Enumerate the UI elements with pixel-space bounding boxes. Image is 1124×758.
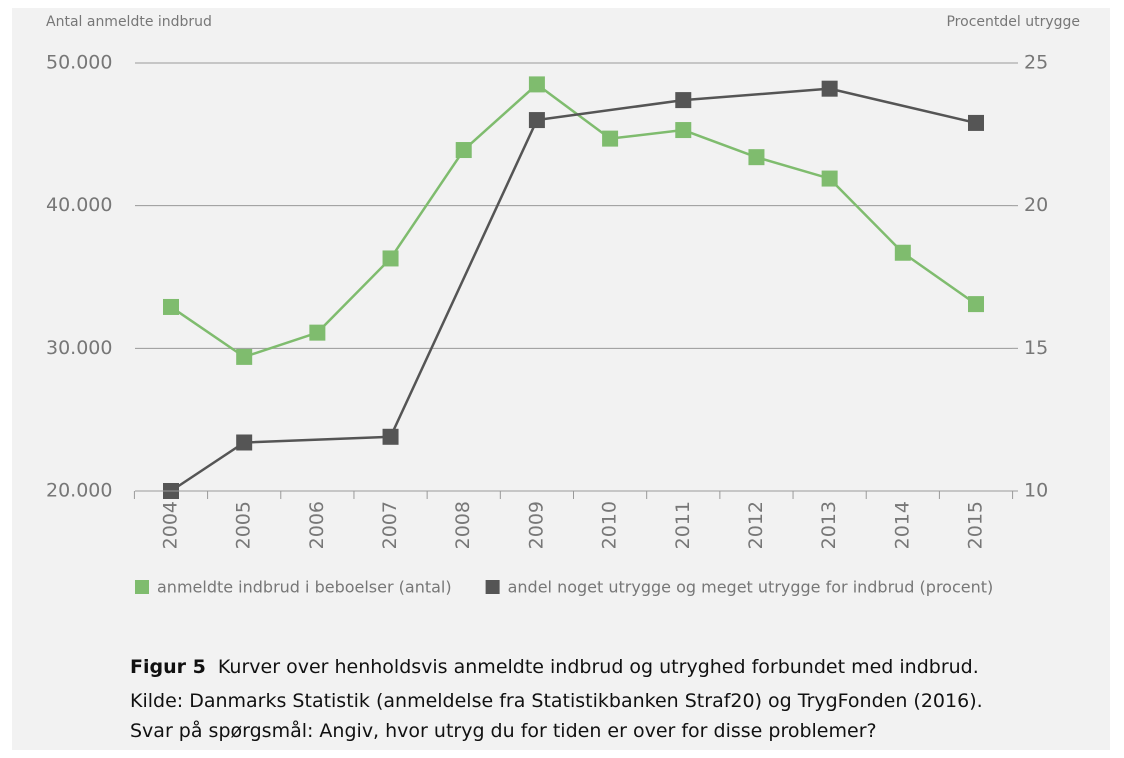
caption-question: Svar på spørgsmål: Angiv, hvor utryg du … <box>130 720 877 742</box>
marker <box>748 149 765 166</box>
marker <box>968 114 984 131</box>
y-tick-label: 30.000 <box>46 337 112 359</box>
marker <box>968 296 984 313</box>
x-tick-label: 2004 <box>160 501 182 549</box>
marker <box>821 80 838 97</box>
caption-text: Kurver over henholdsvis anmeldte indbrud… <box>217 656 979 678</box>
series-line <box>170 87 977 493</box>
x-tick-label: 2012 <box>745 501 767 549</box>
marker <box>528 76 545 93</box>
caption-source: Kilde: Danmarks Statistik (anmeldelse fr… <box>130 690 983 712</box>
x-tick-label: 2007 <box>379 501 401 549</box>
marker <box>894 244 911 261</box>
marker <box>382 250 399 267</box>
y-tick-label: 40.000 <box>46 194 112 216</box>
legend-label: andel noget utrygge og meget utrygge for… <box>508 578 994 597</box>
x-tick-label: 2008 <box>452 501 474 549</box>
panel <box>12 8 1110 750</box>
legend-swatch <box>135 580 149 594</box>
marker <box>236 434 253 451</box>
x-tick-label: 2011 <box>672 501 694 549</box>
legend-label: anmeldte indbrud i beboelser (antal) <box>157 578 452 597</box>
marker <box>236 348 253 365</box>
marker <box>382 428 399 445</box>
x-tick-label: 2015 <box>965 501 987 549</box>
y2-tick-label: 25 <box>1024 52 1048 74</box>
marker <box>309 324 326 341</box>
marker <box>163 298 179 315</box>
x-tick-label: 2005 <box>233 501 255 549</box>
y2-tick-label: 10 <box>1024 480 1048 502</box>
marker <box>528 112 545 129</box>
x-tick-label: 2014 <box>891 501 913 549</box>
series-line <box>170 82 977 359</box>
y-tick-label: 50.000 <box>46 52 112 74</box>
marker <box>675 122 692 139</box>
marker <box>821 170 838 187</box>
chart: Antal anmeldte indbrud Procentdel utrygg… <box>46 14 1080 597</box>
x-tick-label: 2006 <box>306 501 328 549</box>
y-axis-label: Antal anmeldte indbrud <box>46 14 212 30</box>
y2-axis-label: Procentdel utrygge <box>946 14 1080 30</box>
x-tick-label: 2013 <box>818 501 840 549</box>
legend-swatch <box>485 580 500 594</box>
figure-label: Figur 5 <box>130 656 206 678</box>
x-tick-label: 2010 <box>599 501 621 549</box>
marker <box>602 130 619 147</box>
x-tick-label: 2009 <box>525 501 547 549</box>
y2-tick-label: 20 <box>1024 194 1048 216</box>
marker <box>675 92 692 109</box>
y-tick-label: 20.000 <box>46 480 112 502</box>
marker <box>455 142 472 159</box>
caption-title: Figur 5 Kurver over henholdsvis anmeldte… <box>130 656 979 678</box>
y2-tick-label: 15 <box>1024 337 1048 359</box>
